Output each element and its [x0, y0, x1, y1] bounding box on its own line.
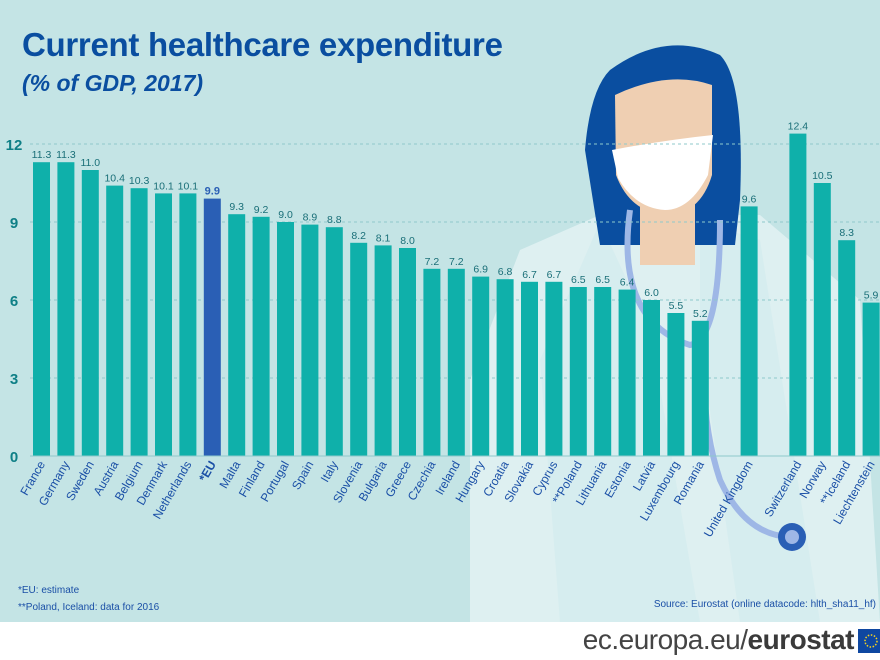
- value-label: 8.8: [327, 214, 342, 226]
- y-tick-label: 3: [10, 371, 18, 388]
- bar: [618, 289, 636, 456]
- bar: [545, 281, 563, 456]
- bar: [179, 193, 197, 456]
- bar: [472, 276, 490, 456]
- url-brand: eurostat: [747, 624, 855, 655]
- bars: [33, 133, 880, 456]
- bar: [399, 248, 416, 456]
- bar: [496, 279, 514, 456]
- footnote-eu: *EU: estimate: [18, 585, 80, 596]
- value-label: 6.4: [620, 277, 635, 289]
- source-note: Source: Eurostat (online datacode: hlth_…: [653, 599, 876, 610]
- value-label: 8.1: [376, 232, 391, 244]
- bar: [569, 287, 587, 456]
- x-tick-label: Italy: [318, 459, 341, 485]
- y-tick-label: 9: [10, 215, 18, 232]
- x-tick-label: Switzerland: [761, 459, 804, 520]
- x-axis-labels: FranceGermanySwedenAustriaBelgiumDenmark…: [17, 458, 877, 540]
- bar: [862, 302, 880, 456]
- bar: [643, 300, 660, 456]
- bar: [594, 287, 612, 456]
- bar: [447, 268, 465, 456]
- bar: [81, 170, 99, 456]
- footer: ec.europa.eu/eurostat: [0, 622, 880, 660]
- x-tick-label: Spain: [289, 459, 316, 493]
- y-axis: 0 3 6 9 12: [6, 137, 23, 466]
- value-label: 8.2: [351, 230, 366, 242]
- value-label: 8.9: [303, 212, 318, 224]
- bar: [374, 245, 392, 456]
- bar: [228, 214, 246, 456]
- x-tick-label: *EU: [196, 459, 219, 484]
- value-label: 6.0: [644, 287, 659, 299]
- value-label: 10.1: [178, 180, 199, 192]
- bar: [691, 320, 709, 456]
- value-label: 6.7: [522, 269, 537, 281]
- value-label: 7.2: [425, 256, 440, 268]
- bar: [106, 185, 124, 456]
- value-label: 11.3: [56, 149, 76, 161]
- bar: [277, 222, 294, 456]
- value-label: 8.3: [839, 227, 854, 239]
- value-label: 9.0: [278, 209, 293, 221]
- eu-flag-icon: [858, 629, 880, 653]
- value-label: 9.6: [742, 193, 757, 205]
- footnotes: *EU: estimate **Poland, Iceland: data fo…: [18, 582, 159, 616]
- value-label: 10.4: [104, 173, 125, 185]
- footnote-poland-iceland: **Poland, Iceland: data for 2016: [18, 602, 160, 613]
- bar: [57, 162, 75, 456]
- value-label: 5.2: [693, 308, 708, 320]
- bar: [789, 133, 807, 456]
- bar: [423, 268, 441, 456]
- chart-title: Current healthcare expenditure: [22, 26, 503, 63]
- y-tick-label: 0: [10, 449, 18, 466]
- bar: [813, 183, 831, 456]
- value-label: 6.5: [595, 274, 610, 286]
- value-label: 12.4: [788, 121, 809, 133]
- bar: [203, 198, 221, 456]
- value-label: 8.0: [400, 235, 415, 247]
- bar: [130, 188, 148, 456]
- value-label: 6.7: [547, 269, 562, 281]
- value-label: 10.1: [153, 180, 174, 192]
- bar: [252, 216, 270, 456]
- value-label: 11.0: [80, 157, 100, 169]
- url-prefix: ec.europa.eu/: [582, 624, 748, 655]
- value-label: 6.9: [473, 264, 488, 276]
- value-label: 9.9: [205, 186, 220, 198]
- value-labels: 11.3 11.311.010.4 10.3 10.1 10.1 9.99.3 9.2 9.0…: [32, 121, 879, 320]
- bar: [740, 206, 758, 456]
- bar: [33, 162, 50, 456]
- bar: [350, 242, 368, 456]
- bar: [155, 193, 172, 456]
- bar: [325, 227, 343, 456]
- value-label: 6.5: [571, 274, 586, 286]
- value-label: 5.9: [864, 290, 879, 302]
- bar: [521, 281, 538, 456]
- y-tick-label: 12: [6, 137, 23, 154]
- value-label: 11.3: [32, 149, 52, 161]
- face-mask-icon: [612, 135, 713, 210]
- bar: [301, 224, 319, 456]
- y-tick-label: 6: [10, 293, 18, 310]
- value-label: 5.5: [669, 300, 684, 312]
- x-tick-label: United Kingdom: [701, 459, 756, 540]
- value-label: 9.2: [254, 204, 269, 216]
- bar: [838, 240, 856, 456]
- bar: [667, 313, 685, 456]
- value-label: 9.3: [229, 201, 244, 213]
- chart-panel: 0 3 6 9 12 11.3 11.3 11.0 10.4 10.3 10.1 10.1 9.9 9.…: [0, 0, 880, 622]
- eurostat-link[interactable]: ec.europa.eu/eurostat: [582, 624, 855, 656]
- gridlines: [30, 143, 880, 379]
- value-label: 6.8: [498, 266, 513, 278]
- chart-subtitle: (% of GDP, 2017): [22, 70, 204, 96]
- value-label: 10.5: [812, 170, 833, 182]
- value-label: 10.3: [129, 175, 150, 187]
- value-label: 7.2: [449, 256, 464, 268]
